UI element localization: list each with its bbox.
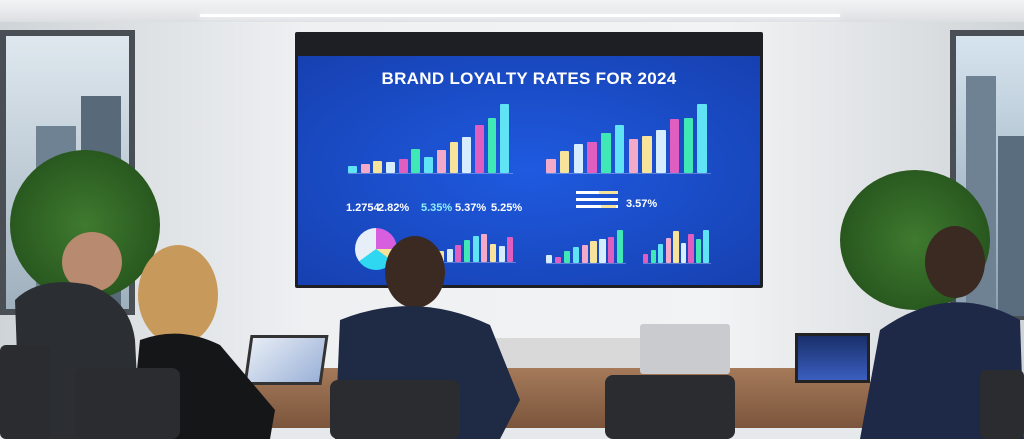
chart-bar — [683, 117, 694, 173]
chart-bottom-right — [643, 226, 711, 264]
chart-bar — [554, 256, 562, 263]
chart-bar — [360, 164, 370, 173]
chart-bar — [424, 157, 434, 173]
ceiling-light — [200, 14, 840, 17]
chart-bar — [490, 244, 497, 262]
chart-bar — [481, 234, 488, 262]
stat-value: 5.25% — [491, 202, 523, 214]
chart-bar — [546, 159, 556, 173]
laptop-right — [795, 333, 870, 383]
chart-bar — [559, 151, 570, 173]
chart-bar — [449, 141, 459, 173]
chart-bar — [462, 136, 472, 173]
chart-bar — [650, 249, 656, 263]
chart-bar — [398, 159, 408, 173]
chart-bar — [487, 117, 497, 173]
chart-bar — [446, 248, 453, 262]
chart-bar — [498, 246, 505, 262]
chart-top-right — [546, 96, 711, 174]
chart-bar — [688, 233, 694, 263]
stat-value: 5.35% — [421, 202, 453, 214]
screen-title: BRAND LOYALTY RATES FOR 2024 — [381, 69, 677, 88]
chart-bar — [507, 237, 514, 262]
chart-bar — [608, 237, 615, 263]
chart-bar — [472, 236, 479, 262]
chart-bar — [656, 129, 666, 173]
chart-bar — [617, 229, 624, 263]
chart-bar — [680, 243, 687, 263]
laptop-center — [640, 324, 730, 374]
chart-bar — [464, 239, 471, 262]
chart-bar — [669, 119, 680, 173]
chart-bar — [587, 142, 597, 173]
chart-bar — [703, 229, 709, 263]
chart-bar — [546, 254, 553, 263]
chart-bar — [581, 244, 588, 263]
chart-bar — [436, 150, 446, 173]
stat-value: 5.37% — [455, 202, 487, 214]
chart-bar — [411, 148, 421, 173]
chart-bar — [386, 161, 395, 173]
chart-bar — [563, 250, 570, 263]
stat-value: 3.57% — [626, 198, 658, 210]
chart-bar — [573, 143, 584, 173]
chart-bar — [500, 103, 510, 173]
chart-bar — [590, 241, 597, 263]
chart-bar — [348, 166, 357, 173]
chart-bar — [599, 238, 606, 263]
chart-bar — [628, 139, 639, 173]
chart-bar — [572, 247, 579, 263]
chart-bar — [614, 125, 625, 173]
presentation-screen: BRAND LOYALTY RATES FOR 2024 1.2754 2.82… — [298, 56, 760, 285]
chart-bottom-middle-right — [546, 226, 626, 264]
chart-bar — [373, 160, 383, 173]
chart-bar — [474, 125, 484, 173]
chairs — [0, 345, 1024, 439]
stat-value: 1.2754 — [346, 202, 380, 214]
stat-value: 2.82% — [378, 202, 410, 214]
chart-bar — [455, 245, 462, 262]
progress-bars — [576, 191, 618, 208]
chart-bar — [643, 254, 649, 263]
chart-bar — [695, 239, 702, 263]
chart-bar — [658, 243, 664, 263]
chart-bar — [697, 103, 707, 173]
chart-bar — [601, 132, 611, 173]
credenza — [480, 338, 650, 368]
chart-bar — [673, 230, 679, 263]
chart-bar — [642, 136, 652, 173]
chart-bar — [665, 238, 671, 263]
chart-top-left — [348, 96, 513, 174]
